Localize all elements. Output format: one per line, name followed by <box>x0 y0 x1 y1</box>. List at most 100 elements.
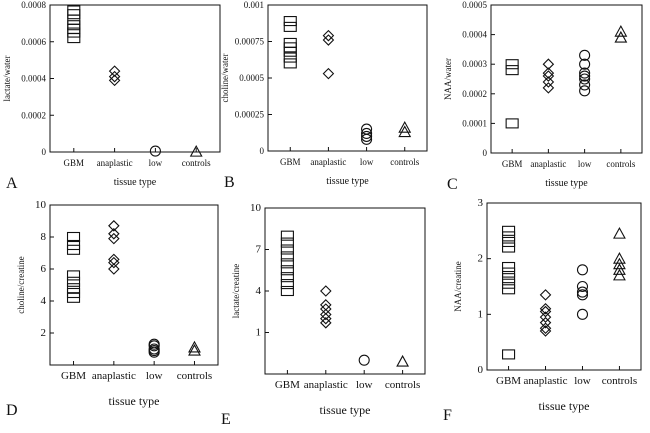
plot-frame <box>486 202 642 371</box>
diamond-marker <box>108 232 120 245</box>
circle-marker <box>579 58 591 70</box>
y-tick-label: 0 <box>483 148 488 158</box>
square-marker <box>280 285 294 297</box>
x-tick-label: anaplastic <box>524 375 568 387</box>
x-axis-title: tissue type <box>326 176 369 187</box>
triangle-marker <box>188 340 201 353</box>
circle-marker <box>576 308 589 320</box>
x-axis-title: tissue type <box>320 403 371 417</box>
y-axis-title: NAA/water <box>443 58 453 100</box>
diamond-marker <box>539 311 552 323</box>
circle-marker <box>579 73 591 85</box>
square-marker <box>280 279 294 290</box>
square-marker <box>283 16 297 27</box>
y-tick-label: 0.0004 <box>462 30 487 40</box>
square-marker <box>66 244 81 255</box>
diamond-marker <box>539 322 552 335</box>
diamond-marker <box>322 34 335 46</box>
x-tick-label: GBM <box>64 158 85 168</box>
diamond-marker <box>108 228 120 240</box>
triangle-marker <box>188 343 201 356</box>
diamond-marker <box>108 74 121 87</box>
y-tick-label: 0.0005 <box>239 73 264 83</box>
x-tick-label: GBM <box>280 157 301 167</box>
panel-letter: D <box>6 402 18 419</box>
diamond-marker <box>108 65 121 77</box>
x-tick-label: low <box>360 157 374 167</box>
diamond-marker <box>539 302 552 315</box>
x-tick-label: anaplastic <box>310 157 346 167</box>
square-marker <box>502 225 516 236</box>
square-marker <box>502 349 516 360</box>
x-axis-title: tissue type <box>109 394 160 408</box>
x-tick-label: anaplastic <box>304 379 348 391</box>
y-tick-label: 10 <box>35 199 47 211</box>
x-tick-label: anaplastic <box>530 159 566 169</box>
square-marker <box>502 278 516 289</box>
panel-letter: A <box>6 175 18 192</box>
square-marker <box>283 58 297 69</box>
circle-marker <box>579 49 591 61</box>
diamond-marker <box>542 67 555 79</box>
circle-marker <box>576 264 589 276</box>
y-axis-title: NAA/creatine <box>453 261 463 311</box>
square-marker <box>283 46 297 57</box>
triangle-marker <box>398 125 412 138</box>
panel-letter: F <box>443 407 452 424</box>
diamond-marker <box>108 70 121 83</box>
square-marker <box>502 267 516 278</box>
x-tick-label: low <box>149 158 163 168</box>
x-tick-label: controls <box>606 159 635 169</box>
y-tick-label: 2 <box>41 327 47 339</box>
triangle-marker <box>613 268 626 281</box>
x-axis-title: tissue type <box>114 177 157 188</box>
y-tick-label: 4 <box>256 285 262 297</box>
triangle-marker <box>613 263 626 275</box>
circle-marker <box>361 133 373 145</box>
x-tick-label: controls <box>602 375 637 387</box>
y-tick-label: 0.0004 <box>21 74 46 84</box>
diamond-marker <box>542 58 555 70</box>
y-tick-label: 0.0001 <box>462 118 487 128</box>
square-marker <box>502 236 516 248</box>
x-tick-label: controls <box>182 158 211 168</box>
y-tick-label: 0.00025 <box>235 110 265 120</box>
diamond-marker <box>322 29 335 42</box>
circle-marker <box>149 145 161 157</box>
square-marker <box>280 272 294 283</box>
square-marker <box>67 14 81 25</box>
circle-marker <box>358 354 370 366</box>
square-marker <box>283 21 297 32</box>
plot-frame <box>264 207 426 375</box>
y-tick-label: 1 <box>256 327 262 339</box>
diamond-marker <box>108 253 120 266</box>
y-tick-label: 3 <box>478 197 484 209</box>
x-tick-label: GBM <box>275 379 300 391</box>
y-tick-label: 0.0002 <box>462 89 487 99</box>
diamond-marker <box>320 299 332 311</box>
y-tick-label: 0.0006 <box>21 37 46 47</box>
circle-marker <box>361 127 373 140</box>
y-tick-label: 0.001 <box>244 0 264 10</box>
x-tick-label: GBM <box>61 370 86 382</box>
y-tick-label: 4 <box>41 295 47 307</box>
x-tick-label: controls <box>385 379 420 391</box>
y-axis-title: lactate/water <box>2 56 12 102</box>
y-tick-label: 0.0002 <box>21 110 46 120</box>
circle-marker <box>361 130 373 142</box>
y-tick-label: 0 <box>478 364 484 376</box>
x-tick-label: anaplastic <box>97 158 133 168</box>
square-marker <box>283 52 297 63</box>
y-tick-label: 2 <box>478 253 484 265</box>
diamond-marker <box>322 67 335 80</box>
square-marker <box>66 276 81 287</box>
y-tick-label: 1 <box>478 308 484 320</box>
x-tick-label: low <box>146 370 163 382</box>
square-marker <box>505 65 519 76</box>
square-marker <box>280 251 294 262</box>
triangle-marker <box>614 24 628 37</box>
plot-frame <box>490 4 643 154</box>
panel-c: 0 0.0001 0.0002 0.0003 0.0004 0.0005 GBM anapla… <box>443 0 643 193</box>
square-marker <box>66 292 81 303</box>
x-tick-label: GBM <box>496 375 521 387</box>
